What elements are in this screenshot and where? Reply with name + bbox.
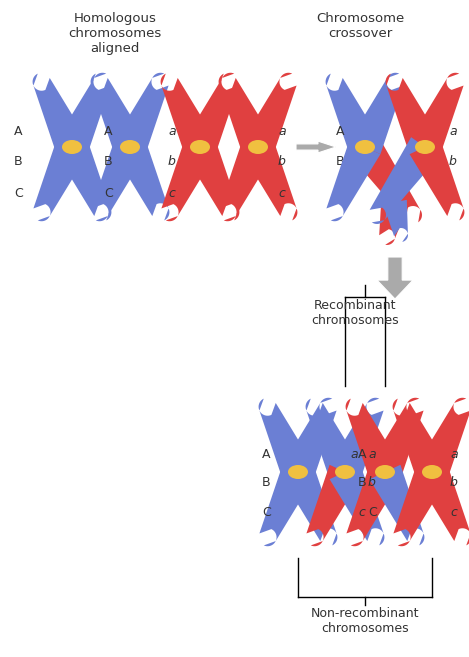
Text: A: A xyxy=(262,448,271,461)
Polygon shape xyxy=(325,74,380,154)
Polygon shape xyxy=(242,73,296,154)
Text: c: c xyxy=(168,187,175,200)
Polygon shape xyxy=(386,74,440,154)
Text: Homologous
chromosomes
aligned: Homologous chromosomes aligned xyxy=(68,12,162,55)
Text: A: A xyxy=(104,125,113,138)
Text: c: c xyxy=(358,506,365,519)
Polygon shape xyxy=(32,74,87,154)
Text: C: C xyxy=(14,187,23,200)
Text: c: c xyxy=(278,187,285,200)
Ellipse shape xyxy=(375,465,395,479)
Polygon shape xyxy=(185,73,239,154)
Polygon shape xyxy=(347,464,401,546)
Polygon shape xyxy=(114,140,169,220)
Polygon shape xyxy=(258,399,313,479)
Text: b: b xyxy=(168,155,176,168)
Polygon shape xyxy=(185,140,240,220)
Polygon shape xyxy=(160,74,215,154)
Text: Chromosome
crossover: Chromosome crossover xyxy=(316,12,404,40)
Polygon shape xyxy=(409,140,464,220)
Polygon shape xyxy=(242,140,297,220)
Text: c: c xyxy=(449,187,456,200)
Polygon shape xyxy=(346,399,401,479)
Polygon shape xyxy=(383,200,408,242)
Text: b: b xyxy=(449,155,457,168)
Text: B: B xyxy=(262,476,271,489)
Text: a: a xyxy=(278,125,286,138)
Text: a: a xyxy=(350,448,358,461)
Polygon shape xyxy=(370,397,424,479)
Text: a: a xyxy=(450,448,458,461)
Text: C: C xyxy=(262,506,271,519)
Text: C: C xyxy=(368,506,377,519)
Ellipse shape xyxy=(335,465,355,479)
Polygon shape xyxy=(283,397,337,479)
Polygon shape xyxy=(379,199,408,245)
Polygon shape xyxy=(219,140,273,221)
Text: C: C xyxy=(336,187,345,200)
Polygon shape xyxy=(416,397,469,479)
Polygon shape xyxy=(161,140,215,221)
Polygon shape xyxy=(296,141,336,153)
Polygon shape xyxy=(393,399,447,479)
Ellipse shape xyxy=(355,140,375,154)
Polygon shape xyxy=(377,257,413,299)
Text: B: B xyxy=(104,155,113,168)
Text: A: A xyxy=(14,125,23,138)
Text: c: c xyxy=(450,506,457,519)
Polygon shape xyxy=(330,397,384,479)
Text: Non-recombinant
chromosomes: Non-recombinant chromosomes xyxy=(311,607,419,635)
Polygon shape xyxy=(57,73,111,154)
Text: C: C xyxy=(104,187,113,200)
Polygon shape xyxy=(91,74,145,154)
Text: B: B xyxy=(336,155,345,168)
Polygon shape xyxy=(114,73,168,154)
Polygon shape xyxy=(330,464,385,545)
Polygon shape xyxy=(57,140,112,220)
Polygon shape xyxy=(283,464,337,545)
Text: a: a xyxy=(449,125,457,138)
Polygon shape xyxy=(416,464,469,545)
Polygon shape xyxy=(306,399,360,479)
Text: A: A xyxy=(358,448,366,461)
Polygon shape xyxy=(409,73,463,154)
Ellipse shape xyxy=(62,140,82,154)
Polygon shape xyxy=(259,464,313,546)
Polygon shape xyxy=(370,464,424,545)
Ellipse shape xyxy=(415,140,435,154)
Polygon shape xyxy=(349,73,404,154)
Ellipse shape xyxy=(190,140,210,154)
Polygon shape xyxy=(91,140,145,221)
Text: a: a xyxy=(168,125,175,138)
Ellipse shape xyxy=(288,465,308,479)
Ellipse shape xyxy=(248,140,268,154)
Ellipse shape xyxy=(422,465,442,479)
Polygon shape xyxy=(370,137,439,224)
Text: b: b xyxy=(278,155,286,168)
Text: A: A xyxy=(336,125,345,138)
Polygon shape xyxy=(326,140,380,221)
Text: b: b xyxy=(368,476,376,489)
Text: B: B xyxy=(358,476,367,489)
Polygon shape xyxy=(351,137,422,222)
Text: Recombinant
chromosomes: Recombinant chromosomes xyxy=(311,299,399,327)
Text: b: b xyxy=(450,476,458,489)
Text: a: a xyxy=(368,448,376,461)
Polygon shape xyxy=(393,464,447,546)
Ellipse shape xyxy=(120,140,140,154)
Polygon shape xyxy=(33,140,87,221)
Text: B: B xyxy=(14,155,23,168)
Polygon shape xyxy=(219,74,273,154)
Polygon shape xyxy=(306,464,360,546)
